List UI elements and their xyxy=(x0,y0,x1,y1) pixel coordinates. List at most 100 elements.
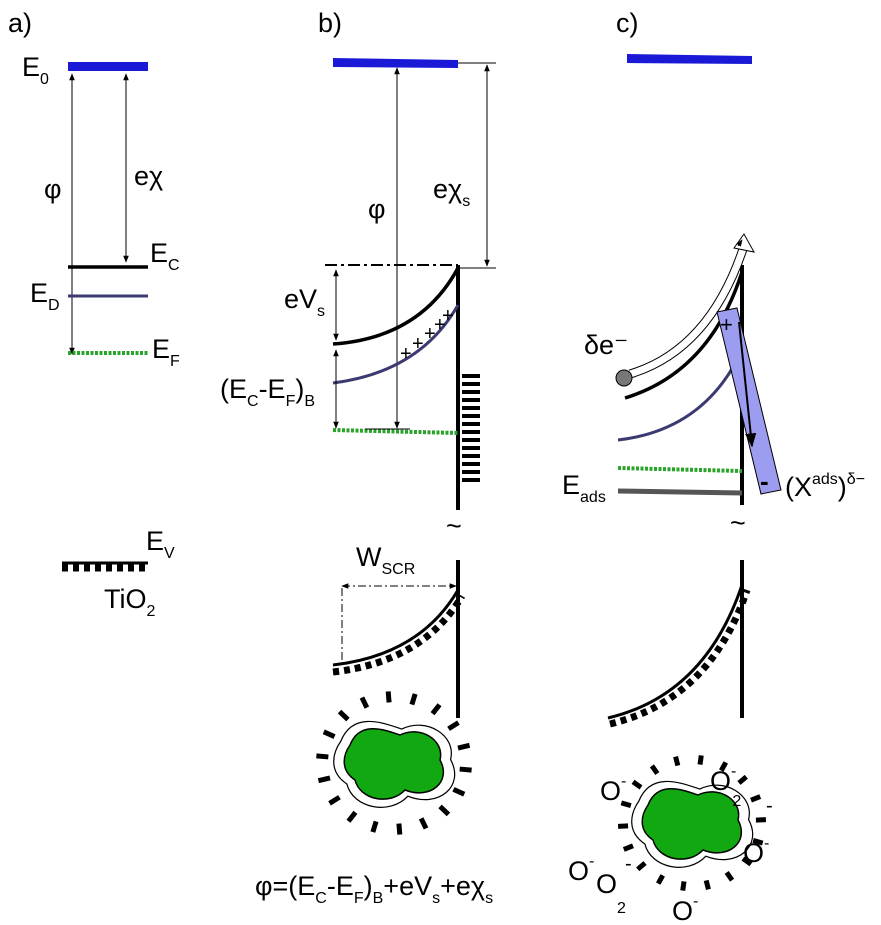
fermi-level xyxy=(332,428,459,435)
label: EC xyxy=(150,238,180,274)
text-part: C xyxy=(247,393,259,410)
label: EF xyxy=(152,334,180,370)
text-part: s xyxy=(462,193,470,210)
conduction-band xyxy=(332,267,460,346)
electron-path xyxy=(628,244,748,378)
surface-state xyxy=(337,709,350,722)
text-part: C xyxy=(315,890,327,907)
grain-core xyxy=(343,728,445,800)
text-part: ) xyxy=(364,871,373,901)
text-part: O xyxy=(743,838,764,868)
plus: + xyxy=(424,323,436,345)
label: ED xyxy=(30,278,60,314)
surface-state xyxy=(636,861,647,872)
plus: + xyxy=(412,333,424,355)
ion: O- 2 xyxy=(710,763,741,810)
text-part: TiO xyxy=(104,584,147,614)
ion-charge: - xyxy=(766,795,773,817)
ion: O- xyxy=(568,853,594,886)
surface-state xyxy=(697,755,704,765)
vacuum-level xyxy=(68,62,148,71)
surface-state xyxy=(370,820,379,833)
text-part: eV xyxy=(284,284,317,314)
plus: + xyxy=(400,343,412,365)
surface-state xyxy=(328,795,341,806)
text-part: ) xyxy=(295,374,304,404)
valence-band-states xyxy=(332,594,466,676)
surface-state xyxy=(317,775,331,784)
surface-state xyxy=(346,810,358,823)
surface-state xyxy=(750,794,762,803)
surface-state xyxy=(452,787,466,797)
arrowhead xyxy=(733,233,755,253)
text-part: ads xyxy=(812,471,838,488)
text-part: φ=(E xyxy=(255,871,315,901)
vacuum-level xyxy=(627,54,752,64)
surface-state xyxy=(656,874,665,885)
text-part: -E xyxy=(259,374,286,404)
surface-state xyxy=(752,837,764,846)
valence-band xyxy=(607,584,744,720)
surface-state xyxy=(438,804,451,817)
panel-label: c) xyxy=(616,8,639,38)
surface-state xyxy=(673,756,681,767)
oxygen-ions: O- O-2 - O- O- O2 - O- xyxy=(568,763,773,925)
text-part: E xyxy=(146,526,164,556)
text-part: W xyxy=(356,542,382,572)
plus: + xyxy=(442,305,454,327)
text-part: O xyxy=(568,856,589,886)
equation: φ=(EC-EF)B+eVs+eχs xyxy=(255,871,493,907)
label: eχ xyxy=(134,161,163,191)
text-part: -E xyxy=(327,871,354,901)
text-part: V xyxy=(164,545,175,562)
valence-band xyxy=(332,589,460,667)
break: ~ xyxy=(446,511,462,541)
surface-state xyxy=(631,779,643,790)
text-part: 2 xyxy=(147,603,156,620)
label: φ xyxy=(44,174,62,204)
text-part: B xyxy=(304,393,315,410)
text-part: B xyxy=(373,890,384,907)
text-part: O xyxy=(596,869,617,899)
label: E0 xyxy=(22,52,49,88)
text-part: O xyxy=(600,776,621,806)
text-part: eχ xyxy=(433,174,462,204)
surface-state xyxy=(322,729,336,739)
text-part: C xyxy=(168,257,180,274)
text-part: +eV xyxy=(383,871,432,901)
text-part: - xyxy=(693,893,698,910)
ion: O- xyxy=(600,773,626,806)
label: φ xyxy=(368,194,386,224)
label: EV xyxy=(146,526,175,562)
label: δe⁻ xyxy=(584,330,628,360)
surface-state xyxy=(649,764,660,775)
text-part: F xyxy=(170,353,180,370)
vacuum-level xyxy=(333,58,458,68)
text-part: s xyxy=(485,890,493,907)
text-part: δ− xyxy=(847,471,865,488)
text-part: s xyxy=(432,890,440,907)
text-part: E xyxy=(562,470,580,500)
label: eVs xyxy=(284,284,325,320)
valence-band-states xyxy=(609,588,751,728)
text-part: E xyxy=(152,334,170,364)
arrow xyxy=(738,321,757,448)
surface-state xyxy=(359,696,370,709)
surface-state xyxy=(622,843,634,852)
text-part: - xyxy=(621,773,626,790)
surface-state xyxy=(316,753,329,760)
surface-state xyxy=(719,761,728,772)
surface-state xyxy=(703,879,711,890)
holes: + + + + + xyxy=(400,305,454,365)
text-part: (X xyxy=(785,472,812,502)
surface-state xyxy=(459,766,472,773)
text-part: E xyxy=(30,278,48,308)
ion-charge: - xyxy=(625,853,632,875)
grain xyxy=(617,755,767,891)
text-part: 2 xyxy=(617,900,626,917)
text-part: ) xyxy=(838,472,847,502)
text-part: ads xyxy=(580,489,606,506)
panel-label: a) xyxy=(8,8,32,38)
